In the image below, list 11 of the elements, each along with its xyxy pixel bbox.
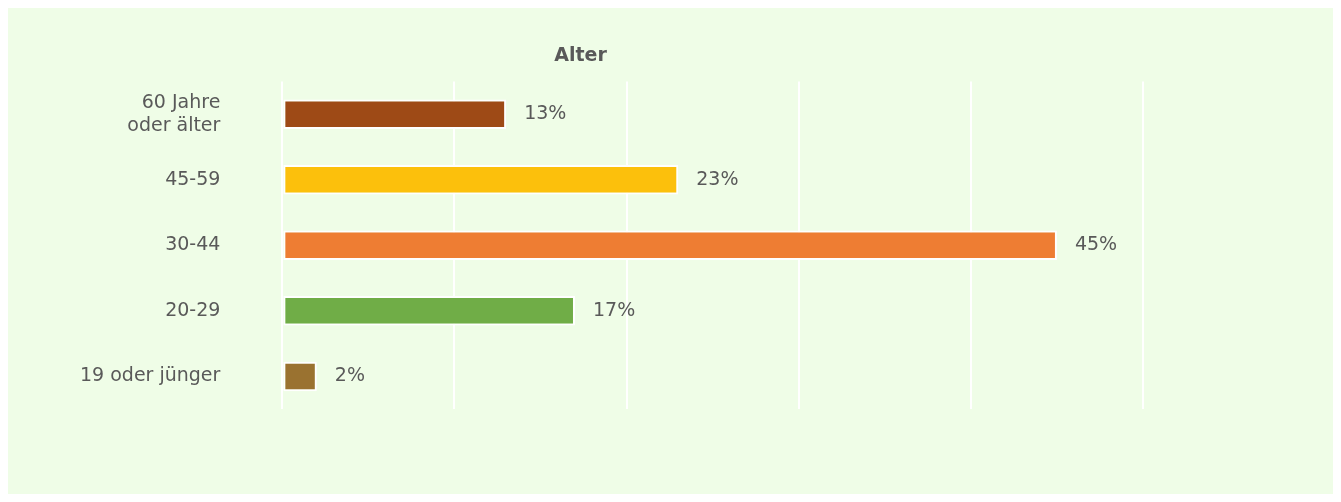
data-label: 23%	[696, 166, 739, 189]
y-tick-label: 20-29	[165, 297, 221, 320]
data-label: 45%	[1074, 232, 1118, 255]
y-tick-label: 45-59	[165, 166, 221, 189]
data-label: 2%	[334, 363, 365, 386]
y-tick-label: 60 Jahre oder älter	[127, 89, 221, 135]
y-tick-label: 30-44	[165, 232, 221, 255]
data-label: 13%	[524, 101, 567, 124]
y-tick-label: 19 oder jünger	[79, 363, 221, 386]
data-label: 17%	[592, 297, 636, 320]
chart-title: Alter	[554, 42, 608, 65]
